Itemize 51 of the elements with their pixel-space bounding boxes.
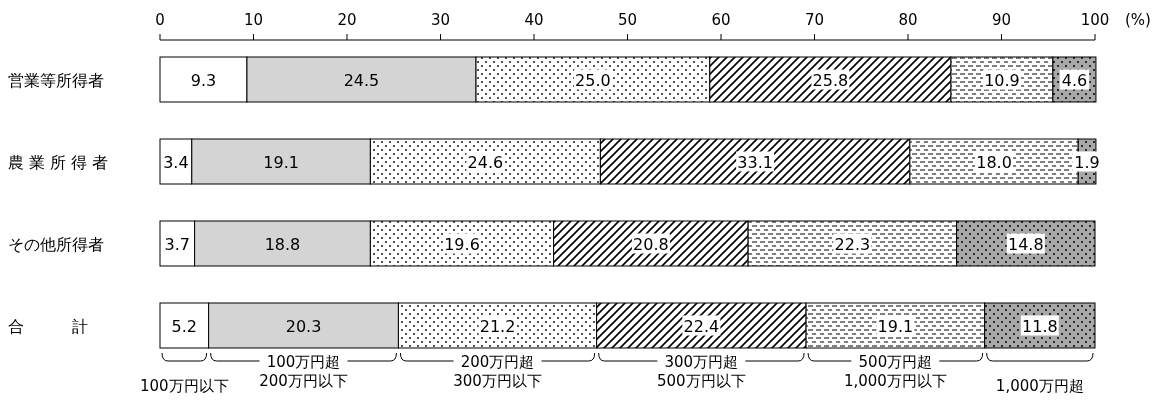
x-tick-label: 40 <box>524 11 544 29</box>
series-label: 200万円超 300万円以下 <box>453 353 542 390</box>
legend-label: 100万円以下 <box>139 377 229 395</box>
x-tick-label: 70 <box>804 11 825 29</box>
xlabel: (%) <box>1125 11 1151 29</box>
x-tick-label: 90 <box>991 11 1012 29</box>
data-label: 10.9 <box>984 70 1020 90</box>
legend-item: 100万円以下 <box>140 352 229 395</box>
series-label: 500万円超 1,000万円以下 <box>843 353 947 390</box>
data-label: 21.2 <box>479 316 516 336</box>
x-tick-label: 50 <box>617 11 638 29</box>
data-label: 33.1 <box>737 152 773 172</box>
data-label: 19.6 <box>444 234 480 254</box>
data-label: 3.4 <box>163 152 189 172</box>
data-label: 20.3 <box>285 316 322 336</box>
x-tick-label: 10 <box>243 11 264 29</box>
data-label: 20.8 <box>633 234 669 254</box>
data-label: 14.8 <box>1008 234 1044 254</box>
data-label: 11.8 <box>1022 316 1058 336</box>
legend-item: 300万円超 500万円以下 <box>598 352 805 390</box>
y-tick-label: 営業等所得者 <box>8 70 104 90</box>
data-label: 25.8 <box>812 70 849 90</box>
data-label: 4.6 <box>1061 70 1088 90</box>
data-label: 24.6 <box>467 152 504 172</box>
x-tick-label: 20 <box>337 11 357 29</box>
data-label: 9.3 <box>190 70 217 90</box>
y-tick-label: 農 業 所 得 者 <box>8 152 109 172</box>
data-label: 1.9 <box>1074 152 1100 172</box>
x-tick-label: 0 <box>155 11 165 29</box>
legend-item: 200万円超 300万円以下 <box>399 352 596 390</box>
legend-item: 1,000万円超 <box>986 352 1094 395</box>
series-label: 1,000万円超 <box>995 377 1084 395</box>
data-label: 18.0 <box>976 152 1012 172</box>
series-label: 100万円超 200万円以下 <box>259 353 348 390</box>
x-tick-label: 30 <box>430 11 451 29</box>
data-label: 22.3 <box>834 234 871 254</box>
y-tick-label: その他所得者 <box>8 234 104 254</box>
data-label: 25.0 <box>575 70 611 90</box>
y-tick-label: 合 計 <box>8 316 88 336</box>
data-label: 19.1 <box>263 152 299 172</box>
x-tick-label: 80 <box>898 11 918 29</box>
data-label: 24.5 <box>343 70 380 90</box>
legend-item: 500万円超 1,000万円以下 <box>807 352 984 390</box>
x-tick-label: 100 <box>1080 11 1110 29</box>
data-label: 3.7 <box>164 234 191 254</box>
data-label: 22.4 <box>683 316 720 336</box>
data-label: 18.8 <box>264 234 301 254</box>
series-label: 300万円超 500万円以下 <box>657 353 746 390</box>
data-label: 19.1 <box>877 316 914 336</box>
x-tick-label: 60 <box>711 11 731 29</box>
data-label: 5.2 <box>171 316 198 336</box>
